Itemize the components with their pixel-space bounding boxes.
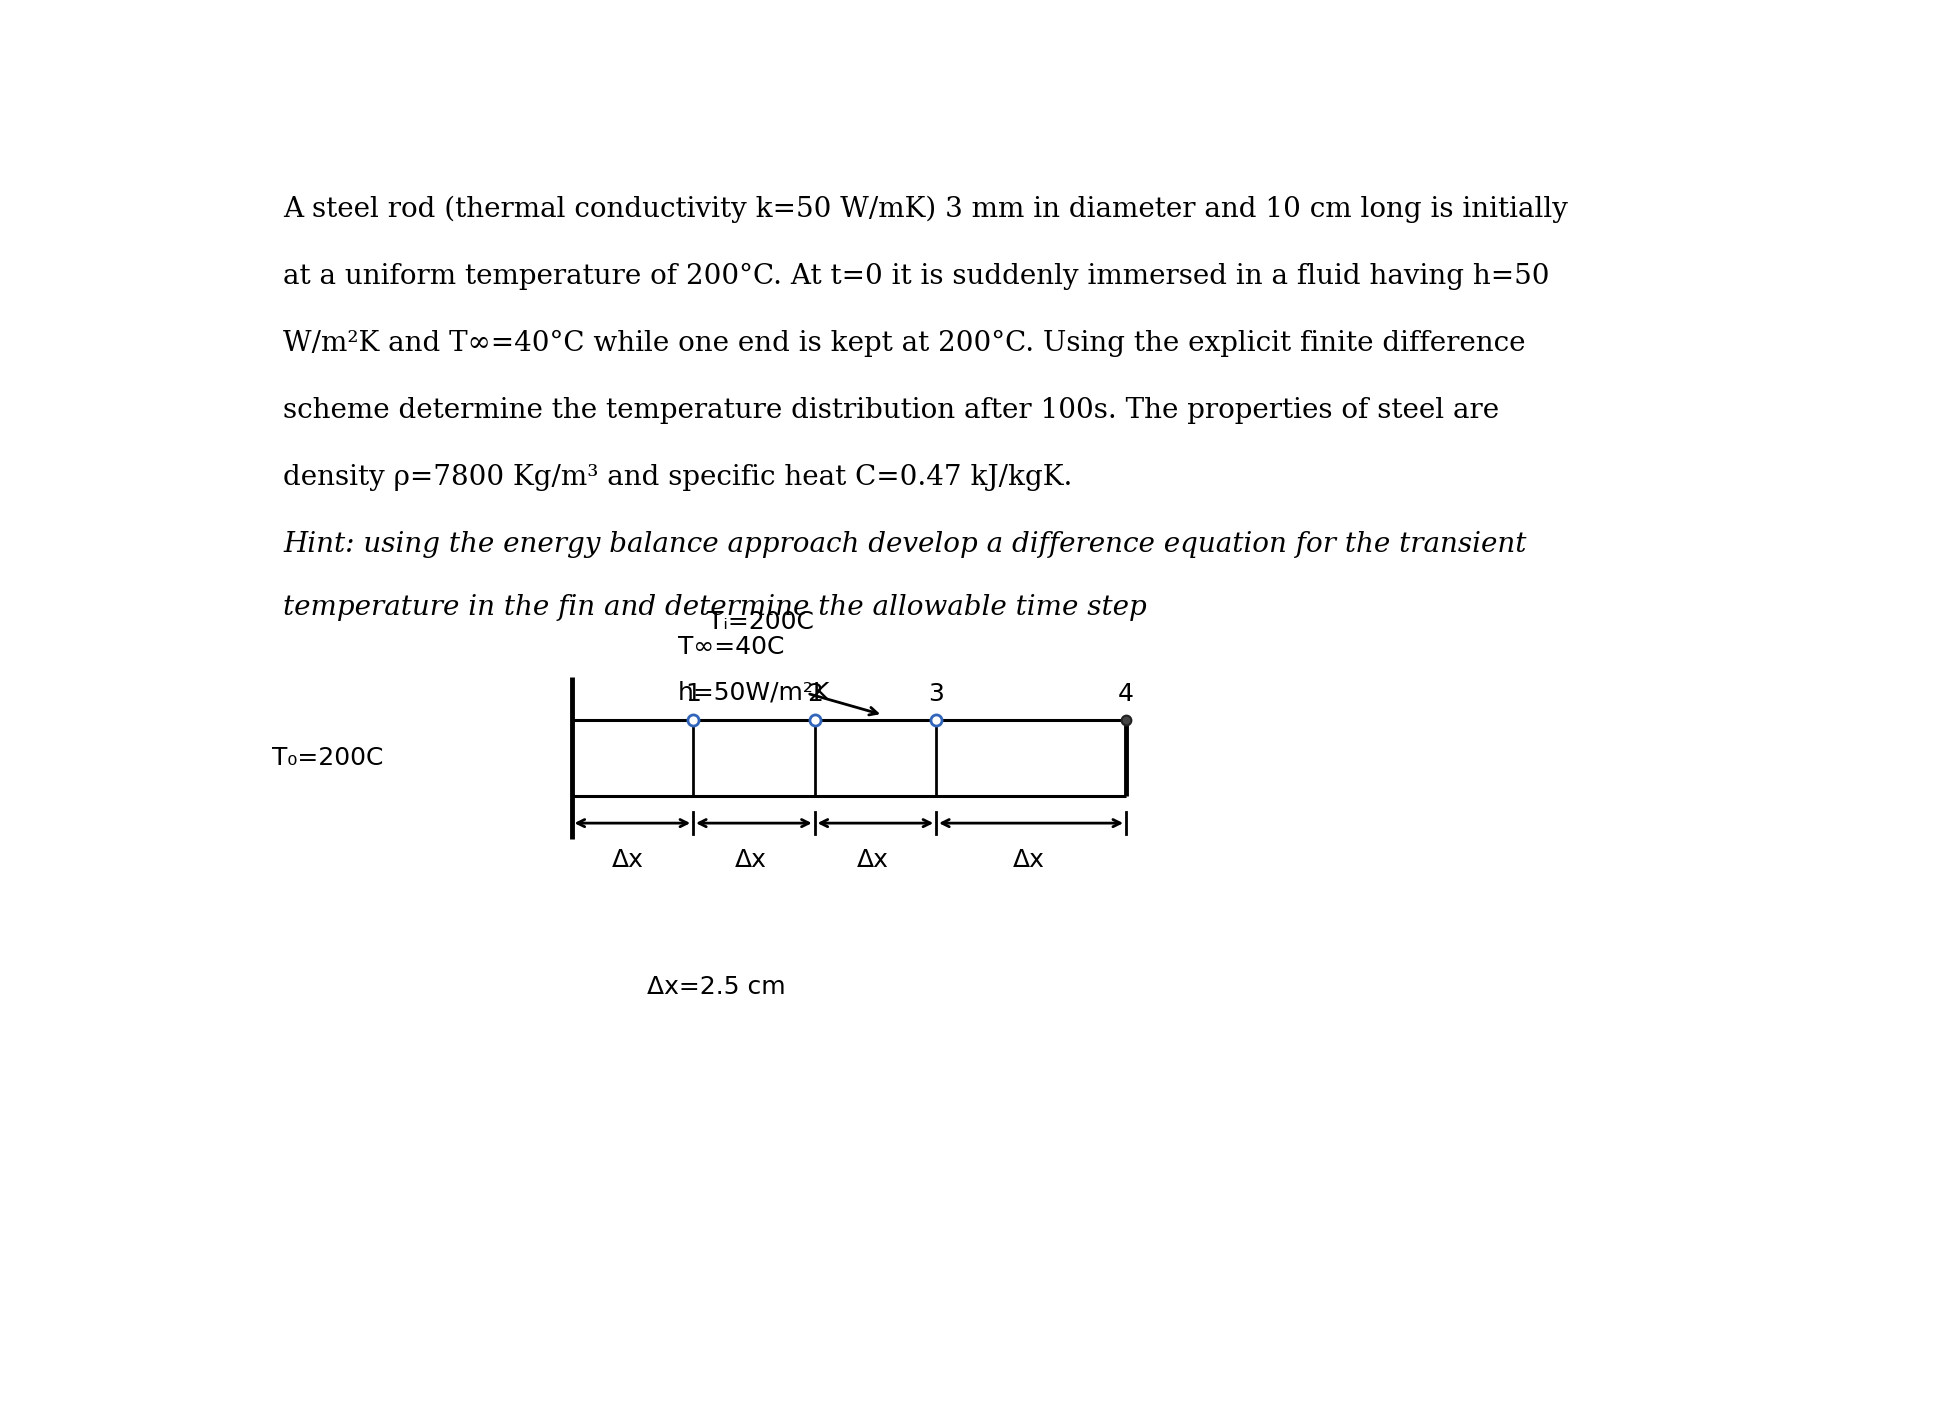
Text: Hint: using the energy balance approach develop a difference equation for the tr: Hint: using the energy balance approach … — [282, 531, 1527, 558]
Text: 1: 1 — [686, 683, 702, 707]
Text: Δx=2.5 cm: Δx=2.5 cm — [647, 975, 786, 999]
Text: density ρ=7800 Kg/m³ and specific heat C=0.47 kJ/kgK.: density ρ=7800 Kg/m³ and specific heat C… — [282, 464, 1072, 490]
Text: T₀=200C: T₀=200C — [272, 746, 384, 770]
Text: scheme determine the temperature distribution after 100s. The properties of stee: scheme determine the temperature distrib… — [282, 396, 1499, 424]
Text: 4: 4 — [1117, 683, 1135, 707]
Text: h=50W/m²K: h=50W/m²K — [678, 680, 831, 704]
Text: T∞=40C: T∞=40C — [678, 635, 784, 659]
Text: 3: 3 — [929, 683, 945, 707]
Text: 2: 2 — [808, 683, 823, 707]
Text: Δx: Δx — [857, 849, 888, 873]
Text: Δx: Δx — [612, 849, 643, 873]
Text: temperature in the fin and determine the allowable time step: temperature in the fin and determine the… — [282, 594, 1147, 621]
Text: at a uniform temperature of 200°C. At t=0 it is suddenly immersed in a fluid hav: at a uniform temperature of 200°C. At t=… — [282, 263, 1550, 289]
Text: A steel rod (thermal conductivity k=50 W/mK) 3 mm in diameter and 10 cm long is : A steel rod (thermal conductivity k=50 W… — [282, 195, 1568, 223]
Text: Δx: Δx — [735, 849, 766, 873]
Text: W/m²K and T∞=40°C while one end is kept at 200°C. Using the explicit finite diff: W/m²K and T∞=40°C while one end is kept … — [282, 330, 1525, 357]
Text: Tᵢ=200C: Tᵢ=200C — [708, 610, 813, 634]
Text: Δx: Δx — [1013, 849, 1045, 873]
